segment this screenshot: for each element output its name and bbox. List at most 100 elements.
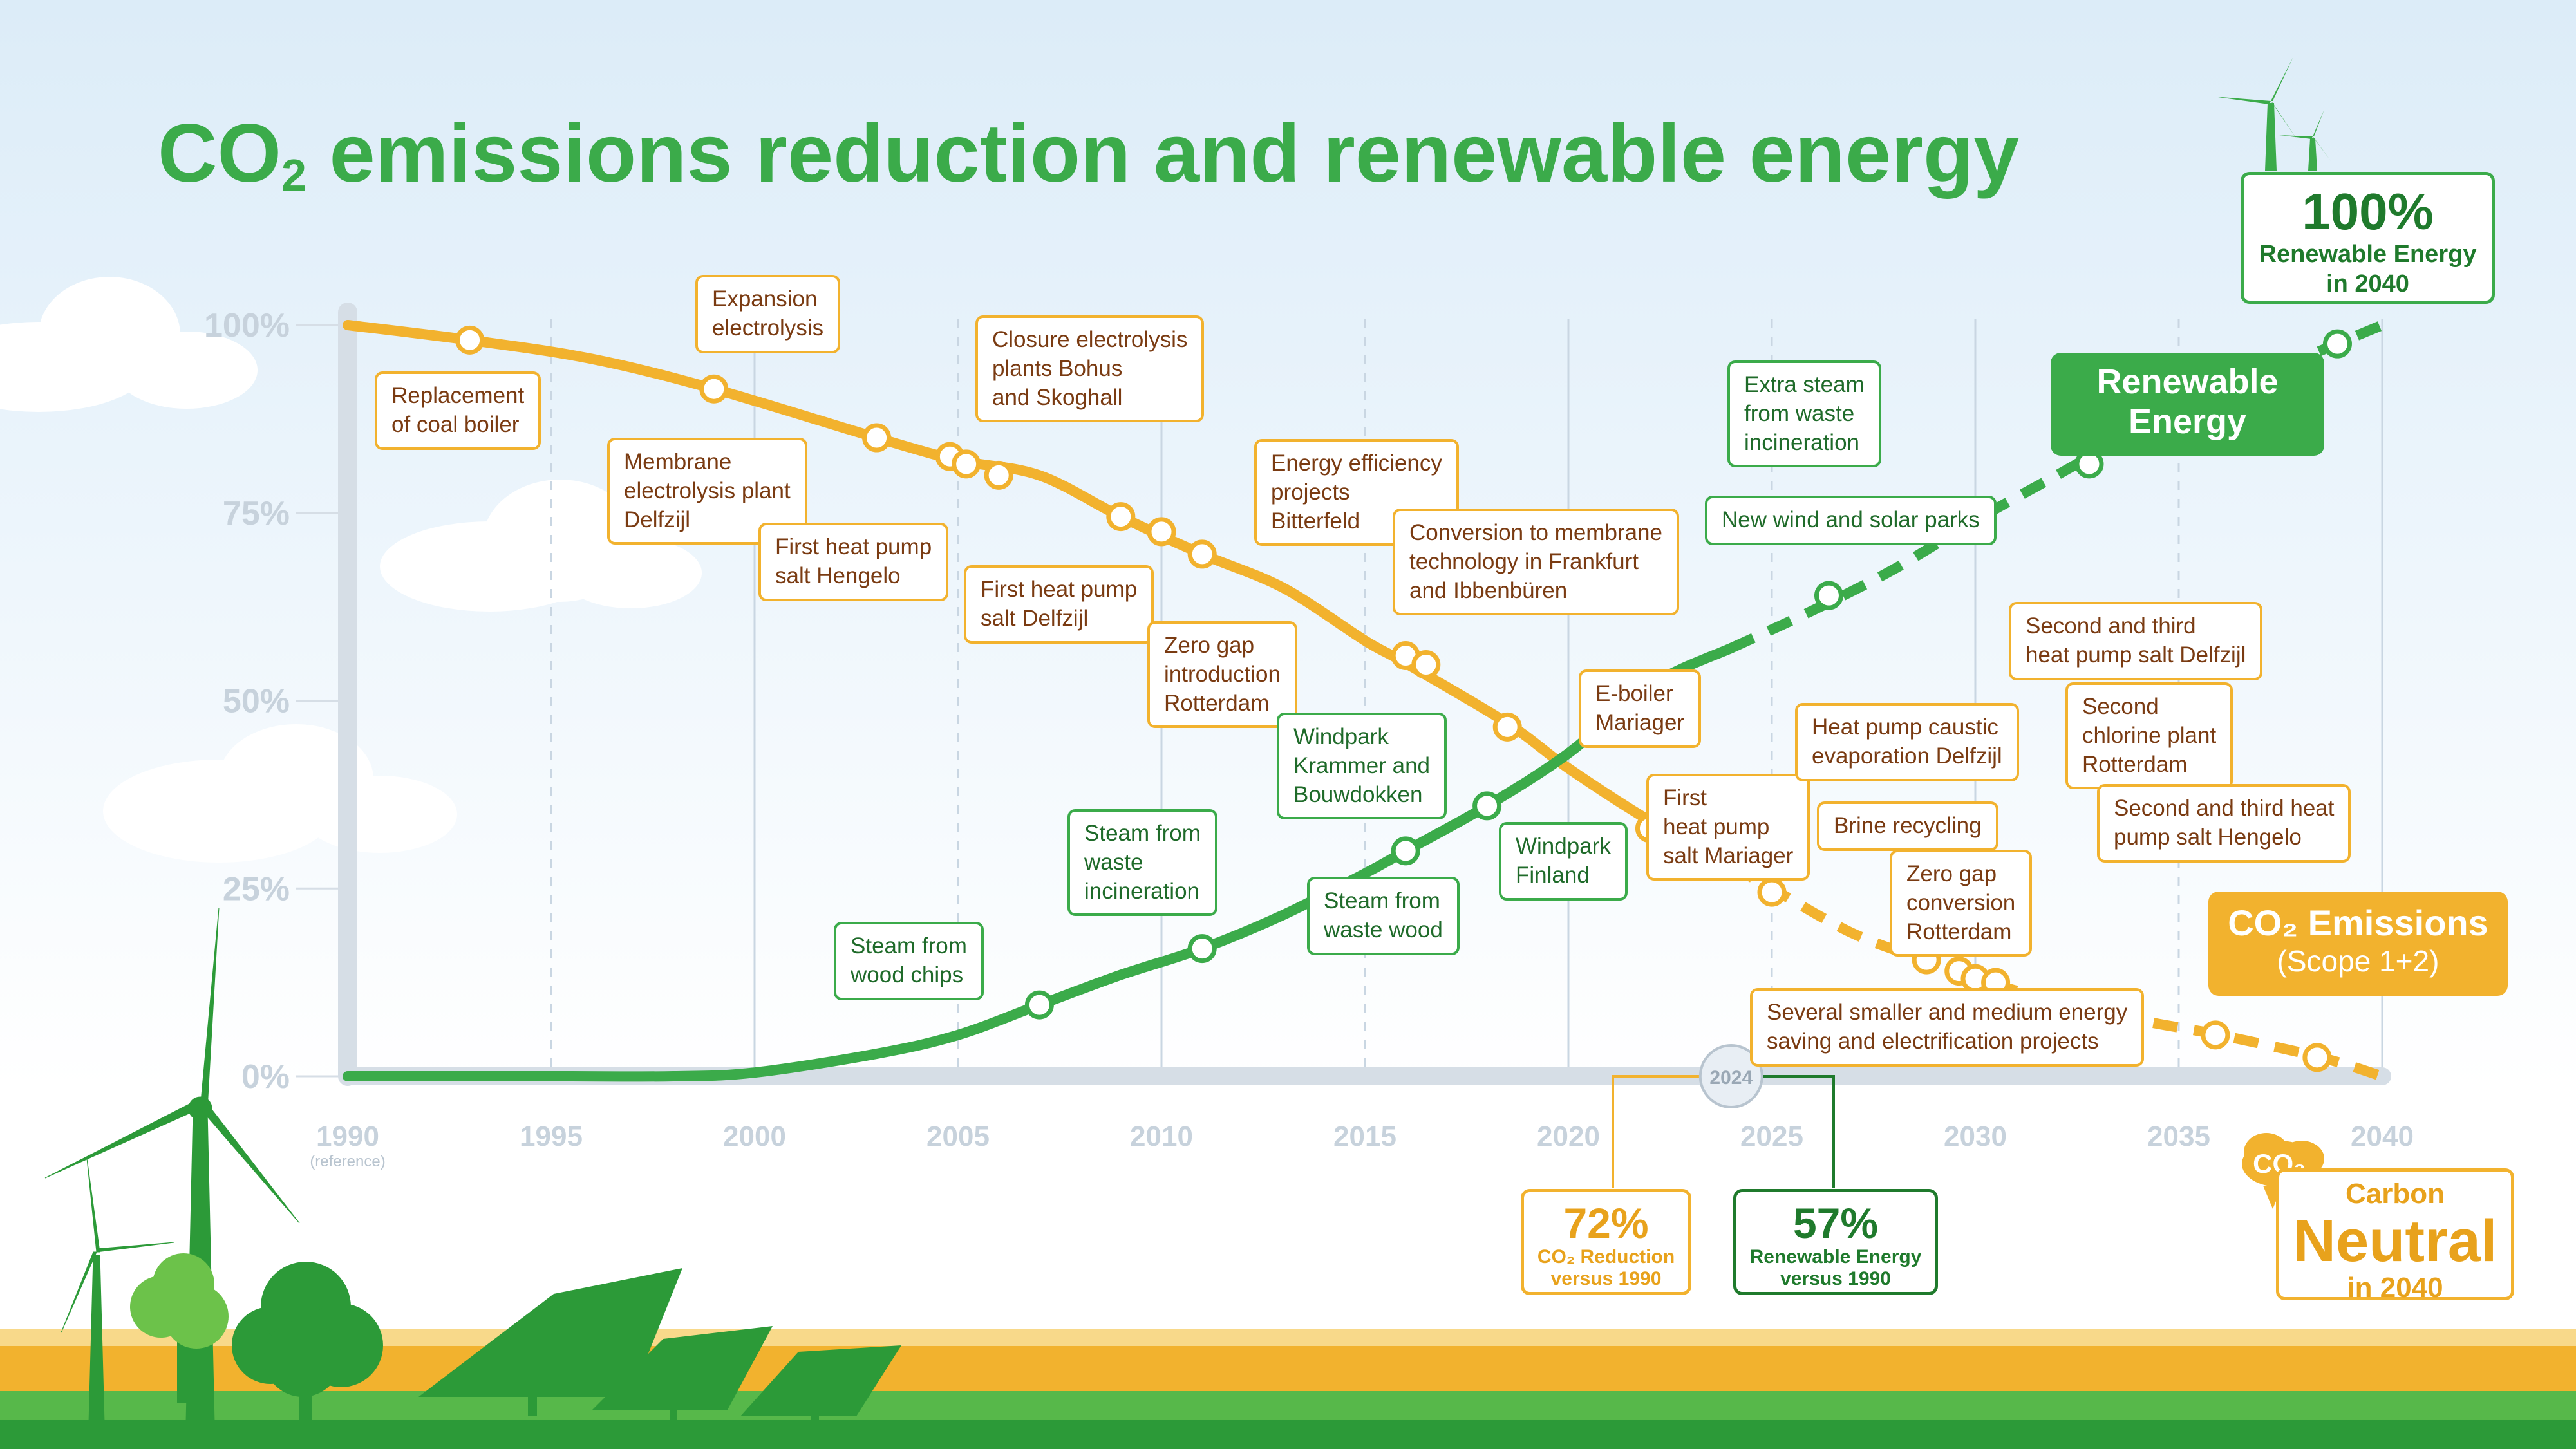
co2-annotation: E-boiler Mariager	[1579, 669, 1702, 748]
annotation-line: Steam from	[851, 933, 967, 958]
y-tick-label: 75%	[223, 495, 290, 532]
legend-co2-title: CO₂ Emissions	[2228, 902, 2488, 943]
renewable-annotation: New wind and solar parks	[1705, 496, 1997, 545]
annotation-line: Rotterdam	[2082, 751, 2188, 777]
solar-panel-icon	[418, 1268, 901, 1430]
annotation-line: chlorine plant	[2082, 722, 2217, 748]
annotation-line: Zero gap	[1164, 633, 1255, 658]
annotation-line: Replacement	[391, 383, 525, 408]
annotation-line: Expansion	[712, 286, 818, 312]
co2-annotation: Second and third heat pump salt Hengelo	[2097, 784, 2351, 863]
annotation-line: Heat pump caustic	[1812, 715, 1998, 740]
co2-point	[1187, 539, 1217, 569]
annotation-line: Closure electrolysis	[992, 327, 1188, 352]
co2-annotation: Replacement of coal boiler	[375, 371, 541, 450]
co2-annotation: Brine recycling	[1817, 801, 1998, 851]
y-tick-label: 25%	[223, 870, 290, 908]
annotation-line: evaporation Delfzijl	[1812, 743, 2002, 769]
co2-line-projected	[1728, 861, 2384, 1081]
title-co: CO	[158, 108, 281, 200]
co2-reduction-value: 72%	[1563, 1199, 1649, 1247]
renewable-share-label: Renewable Energy	[1749, 1246, 1922, 1267]
legend-renewable: Renewable Energy	[2051, 353, 2324, 456]
renewable-annotation: Steam from waste wood	[1307, 877, 1460, 955]
x-tick-label: 2010	[1130, 1121, 1193, 1152]
annotation-line: heat pump salt Delfzijl	[2026, 642, 2246, 668]
renewable-annotation: Windpark Finland	[1499, 822, 1628, 901]
ground-stripe-orange	[0, 1346, 2576, 1391]
renewable-share-versus: versus 1990	[1780, 1268, 1891, 1289]
co2-annotation: Second and third heat pump salt Delfzijl	[2009, 602, 2263, 680]
co2-projected-point	[1757, 877, 1787, 907]
year-marker-2024	[1698, 1044, 1763, 1108]
annotation-line: from waste	[1744, 400, 1855, 426]
legend-renewable-label: Renewable Energy	[2096, 362, 2279, 441]
annotation-line: conversion	[1906, 890, 2016, 915]
wind-turbine-small-icon	[2214, 57, 2331, 171]
co2-annotation: First heat pump salt Delfzijl	[964, 565, 1154, 644]
annotation-line: introduction	[1164, 661, 1281, 687]
annotation-line: pump salt Hengelo	[2114, 824, 2302, 850]
annotation-line: Bouwdokken	[1293, 781, 1423, 807]
annotation-line: Brine recycling	[1834, 813, 1982, 838]
annotation-line: wood chips	[851, 962, 964, 987]
co2-annotation: Several smaller and medium energy saving …	[1750, 988, 2145, 1067]
page-title: CO2 emissions reduction and renewable en…	[158, 106, 2019, 201]
co2-annotation: First heat pump salt Mariager	[1646, 774, 1810, 881]
neutral-year: in 2040	[2347, 1272, 2443, 1304]
renewable-2040-year: in 2040	[2326, 270, 2409, 297]
annotation-line: projects	[1271, 479, 1350, 505]
carbon-label: Carbon	[2346, 1178, 2445, 1210]
x-tick-label: 2000	[723, 1121, 786, 1152]
annotation-line: New wind and solar parks	[1722, 507, 1980, 532]
annotation-line: electrolysis	[712, 315, 824, 341]
annotation-line: Second	[2082, 694, 2159, 719]
ground-stripe-light-green	[0, 1391, 2576, 1420]
annotation-line: Bitterfeld	[1271, 508, 1360, 534]
co2-point	[1411, 650, 1441, 679]
annotation-line: Steam from	[1084, 821, 1201, 846]
annotation-line: First heat pump	[775, 534, 932, 559]
ground-stripe-green	[0, 1420, 2576, 1449]
annotation-line: Several smaller and medium energy	[1767, 1000, 2128, 1025]
ground-stripe-light	[0, 1329, 2576, 1346]
annotation-line: salt Hengelo	[775, 563, 901, 588]
co2-point	[952, 449, 981, 479]
co2-point	[699, 374, 729, 404]
co2-annotation: Expansion electrolysis	[695, 275, 841, 353]
connector-co2	[1612, 1075, 1706, 1188]
co2-point	[1106, 502, 1136, 532]
co2-annotation: Energy efficiency projects Bitterfeld	[1254, 439, 1459, 547]
cloud-bottom	[103, 724, 457, 863]
annotation-line: Second and third heat	[2114, 796, 2335, 821]
year-marker-label: 2024	[1709, 1067, 1753, 1089]
renewable-2040-value: 100%	[2302, 183, 2434, 240]
title-rest: emissions reduction and renewable energy	[306, 108, 2020, 200]
annotation-line: Rotterdam	[1906, 919, 2012, 944]
neutral-label: Neutral	[2293, 1208, 2497, 1274]
co2-reduction-badge: 72% CO₂ Reduction versus 1990	[1521, 1189, 1691, 1295]
annotation-line: Windpark	[1293, 724, 1389, 749]
renewable-2040-label: Renewable Energy	[2259, 241, 2477, 268]
co2-projected-point	[2201, 1020, 2230, 1050]
co2-projected-point	[2302, 1043, 2332, 1072]
renewable-projected-point	[2322, 329, 2352, 359]
annotation-line: of coal boiler	[391, 411, 520, 437]
x-tick-label: 1990	[316, 1121, 379, 1152]
renewable-annotation: Windpark Krammer and Bouwdokken	[1277, 713, 1447, 820]
renewable-point	[1024, 990, 1054, 1020]
annotation-line: E-boiler	[1595, 681, 1673, 706]
tree-icon	[130, 1253, 383, 1429]
annotation-line: salt Mariager	[1663, 843, 1794, 868]
annotation-line: Mariager	[1595, 709, 1685, 735]
connector-renewable	[1756, 1075, 1835, 1188]
annotation-line: and Ibbenbüren	[1409, 577, 1568, 603]
renewable-2040-badge: 100% Renewable Energy in 2040	[2241, 172, 2495, 304]
annotation-line: Rotterdam	[1164, 690, 1270, 716]
annotation-line: Finland	[1516, 862, 1590, 888]
y-tick-label: 0%	[241, 1058, 290, 1096]
y-tick-label: 50%	[223, 683, 290, 720]
x-tick-label: 2020	[1537, 1121, 1600, 1152]
co2-point	[455, 325, 485, 355]
